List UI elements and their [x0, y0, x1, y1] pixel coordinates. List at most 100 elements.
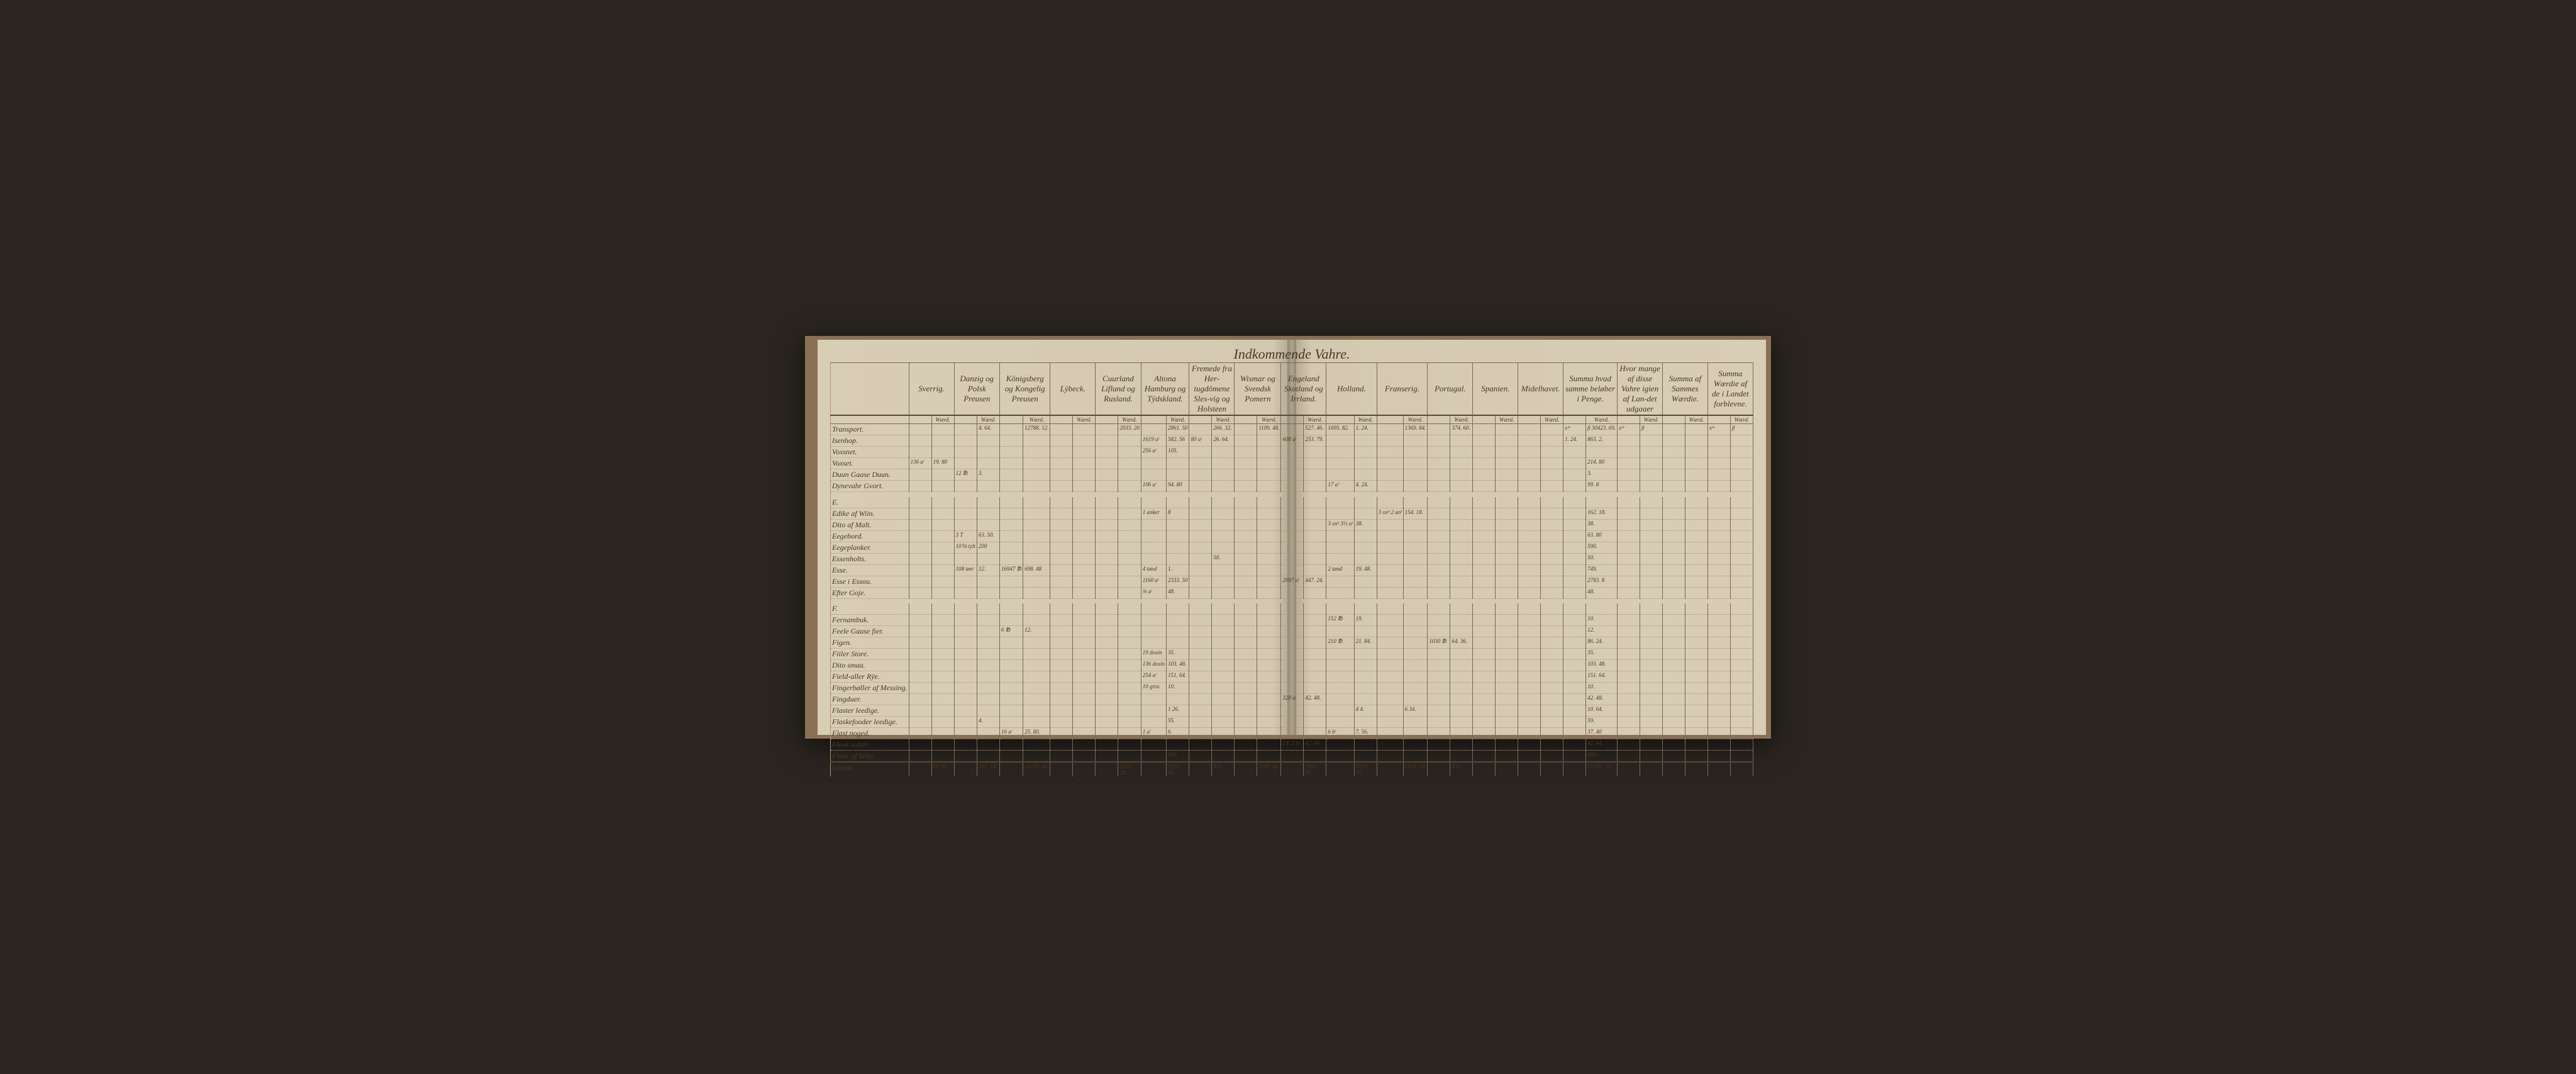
cell-q-summa3: [1707, 683, 1730, 694]
cell-q-curland: [1096, 649, 1118, 660]
cell-v-summa: 10.: [1586, 683, 1618, 694]
cell-q-spanien: [1473, 469, 1496, 481]
cell-q-summa2: [1662, 615, 1685, 626]
cell-v-fremede: [1212, 481, 1235, 492]
latens-v-fremede: 323.: [1212, 762, 1235, 776]
cell-q-holland: 210 ℔: [1326, 637, 1354, 649]
cell-q-fremede: [1189, 508, 1212, 519]
cell-q-engeland: [1281, 751, 1304, 763]
cell-q-danzig: [954, 694, 977, 705]
cell-q-fremede: [1189, 626, 1212, 637]
cell-q-summa2: [1662, 649, 1685, 660]
cell-v-altona: 48.: [1166, 587, 1189, 598]
cell-v-lybeck: [1073, 435, 1096, 447]
cell-v-engeland: [1304, 660, 1326, 671]
cell-q-altona: 4 tønd: [1141, 564, 1166, 576]
cell-v-franserig: [1403, 671, 1428, 683]
table-row: Fernambuk.152 ℔19.10.: [831, 615, 1753, 626]
cell-v-summa3: [1730, 497, 1753, 508]
cell-v-summa2: [1685, 649, 1707, 660]
cell-v-summa2: [1685, 671, 1707, 683]
cell-q-konigsberg: [1000, 671, 1023, 683]
cell-v-summa: 460.: [1586, 751, 1618, 763]
cell-v-konigsberg: [1023, 694, 1050, 705]
cell-q-portugal: [1428, 481, 1450, 492]
cell-q-summa3: [1707, 508, 1730, 519]
sub-q-middelhavet: [1518, 415, 1541, 424]
cell-v-spanien: [1496, 637, 1518, 649]
cell-v-konigsberg: [1023, 649, 1050, 660]
cell-v-fremede: [1212, 694, 1235, 705]
cell-q-curland: [1096, 626, 1118, 637]
cell-v-lybeck: [1073, 542, 1096, 553]
cell-q-summa2: [1662, 637, 1685, 649]
cell-v-danzig: 12.: [977, 564, 1000, 576]
cell-q-franserig: [1377, 519, 1403, 530]
cell-q-summa2: [1662, 751, 1685, 763]
table-row: Figen.210 ℔21. 84.1030 ℔64. 36.86. 24.: [831, 637, 1753, 649]
cell-q-altona: [1141, 458, 1166, 469]
table-row: Flask saltet.2 fʳ 2 bˡ42. 64.42. 64.: [831, 739, 1753, 751]
cell-q-curland: [1096, 542, 1118, 553]
cell-v-holland: [1354, 458, 1377, 469]
cell-v-lybeck: [1073, 739, 1096, 751]
sub-q-altona: [1141, 415, 1166, 424]
cell-q-hvormange: [1618, 497, 1640, 508]
cell-q-konigsberg: [1000, 508, 1023, 519]
cell-q-hvormange: [1618, 542, 1640, 553]
cell-v-hvormange: [1640, 435, 1663, 447]
cell-v-konigsberg: [1023, 519, 1050, 530]
sub-q-hvormange: [1618, 415, 1640, 424]
cell-q-summa2: [1662, 481, 1685, 492]
cell-q-curland: [1096, 564, 1118, 576]
cell-v-curland: [1118, 435, 1141, 447]
cell-q-altona: [1141, 705, 1166, 717]
cell-q-summa: [1563, 587, 1586, 598]
cell-v-summa: 35.: [1586, 649, 1618, 660]
cell-q-wismar: [1235, 626, 1257, 637]
cell-v-altona: [1166, 694, 1189, 705]
cell-q-summa: [1563, 649, 1586, 660]
row-label: Eegeplanker.: [831, 542, 909, 553]
cell-q-summa: [1563, 530, 1586, 542]
cell-q-sverrig: 136 aˡ: [909, 458, 931, 469]
cell-v-middelhavet: [1541, 751, 1563, 763]
cell-v-wismar: [1257, 660, 1281, 671]
cell-v-engeland: [1304, 717, 1326, 728]
cell-q-franserig: [1377, 739, 1403, 751]
cell-v-fremede: [1212, 519, 1235, 530]
cell-q-summa3: [1707, 576, 1730, 587]
cell-v-summa: 50.: [1586, 553, 1618, 564]
cell-q-spanien: [1473, 637, 1496, 649]
cell-q-curland: [1096, 576, 1118, 587]
cell-v-spanien: [1496, 587, 1518, 598]
cell-v-holland: 7. 56.: [1354, 728, 1377, 739]
row-label: Isenhop.: [831, 435, 909, 447]
cell-q-franserig: [1377, 530, 1403, 542]
cell-q-summa: [1563, 469, 1586, 481]
cell-q-summa2: [1662, 717, 1685, 728]
cell-v-sverrig: [931, 508, 954, 519]
cell-q-wismar: [1235, 603, 1257, 615]
cell-v-lybeck: [1073, 728, 1096, 739]
col-engeland: Engeland Skotland og Irrland.: [1281, 362, 1326, 415]
cell-q-fremede: [1189, 542, 1212, 553]
sub-v-summa: Wærd.: [1586, 415, 1618, 424]
cell-q-engeland: 2 fʳ 2 bˡ: [1281, 739, 1304, 751]
cell-q-sverrig: [909, 615, 931, 626]
sub-q-lybeck: [1050, 415, 1073, 424]
table-header: Sverrig.Danzig og Polsk PreusenKönigsber…: [831, 362, 1753, 424]
cell-q-spanien: [1473, 683, 1496, 694]
cell-q-wismar: [1235, 530, 1257, 542]
cell-v-portugal: [1450, 728, 1473, 739]
cell-v-summa3: [1730, 649, 1753, 660]
cell-q-summa2: [1662, 705, 1685, 717]
cell-v-curland: [1118, 564, 1141, 576]
cell-q-sverrig: [909, 424, 931, 435]
cell-v-wismar: [1257, 508, 1281, 519]
cell-q-spanien: [1473, 615, 1496, 626]
cell-v-konigsberg: 12.: [1023, 626, 1050, 637]
cell-q-altona: [1141, 469, 1166, 481]
cell-v-portugal: [1450, 587, 1473, 598]
subheader-blank: [831, 415, 909, 424]
